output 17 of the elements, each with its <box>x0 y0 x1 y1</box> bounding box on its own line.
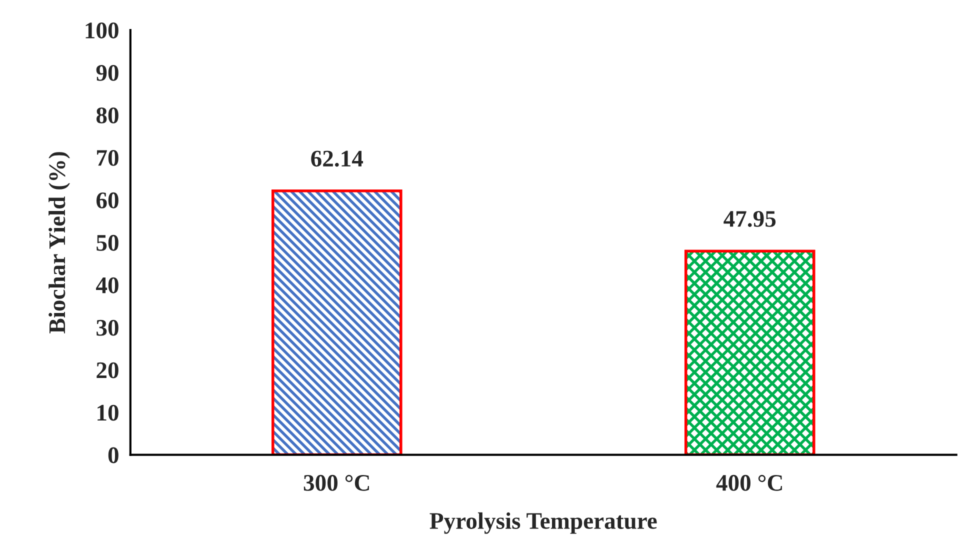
y-tick-label: 50 <box>96 234 118 251</box>
y-tick-label: 70 <box>97 150 118 166</box>
y-tick-label: 80 <box>96 107 118 124</box>
y-tick-label: 40 <box>96 277 118 294</box>
x-tick-label: 400 °C <box>716 474 782 491</box>
y-tick-label: 60 <box>96 192 118 208</box>
data-label: 47.95 <box>724 211 776 227</box>
x-axis-title: Pyrolysis Temperature <box>430 512 657 534</box>
y-tick-label: 90 <box>96 64 118 81</box>
y-tick-label: 20 <box>96 362 118 378</box>
y-axis-title: Biochar Yield (%) <box>48 152 70 334</box>
x-tick-label: 300 °C <box>304 474 369 491</box>
y-tick-label: 100 <box>86 22 118 38</box>
y-tick-label: 30 <box>96 320 118 336</box>
y-tick-label: 0 <box>108 447 118 464</box>
data-label: 62.14 <box>311 150 364 167</box>
y-tick-label: 10 <box>98 404 118 421</box>
